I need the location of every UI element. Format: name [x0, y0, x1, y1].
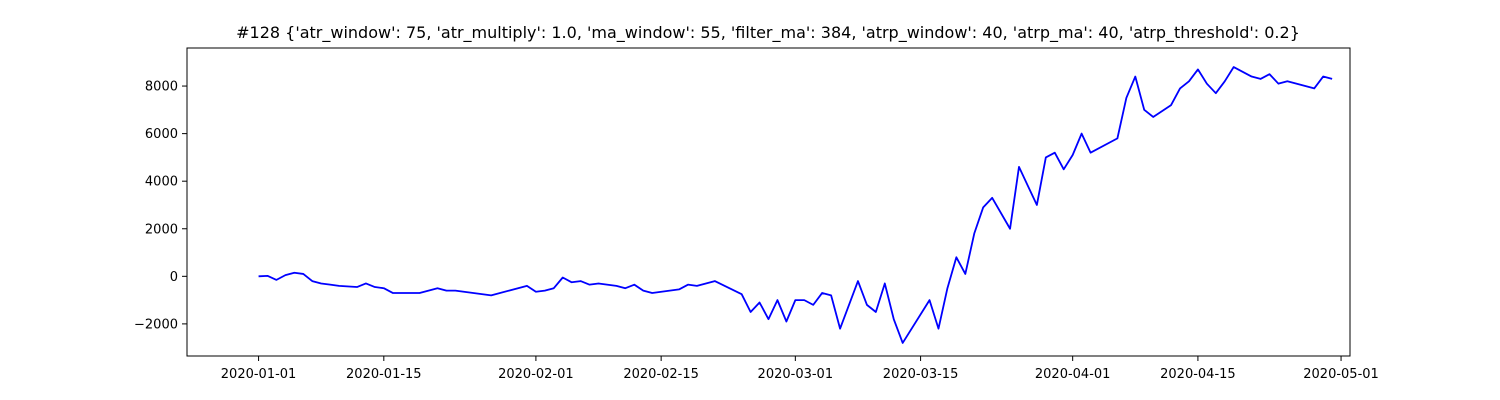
series-line-layer	[258, 66, 1333, 344]
x-tick-label: 2020-01-15	[346, 367, 422, 382]
x-tick-label: 2020-03-01	[758, 367, 834, 382]
chart-title: #128 {'atr_window': 75, 'atr_multiply': …	[236, 23, 1300, 43]
plot-frame	[186, 47, 1351, 357]
x-tick-label: 2020-02-15	[623, 367, 699, 382]
x-axis: 2020-01-01 2020-01-15 2020-02-01 2020-02-15…	[221, 356, 1379, 382]
y-axis: −2000 0 2000 4000 6000 8000	[134, 80, 187, 332]
y-tick-label: 0	[170, 270, 178, 285]
y-tick-label: 6000	[145, 127, 178, 142]
plot-area	[187, 48, 1350, 356]
y-tick-label: 8000	[145, 80, 178, 95]
x-tick-label: 2020-04-15	[1160, 367, 1236, 382]
y-tick-label: 2000	[145, 222, 178, 237]
y-tick-label: −2000	[134, 317, 178, 332]
x-tick-label: 2020-03-15	[883, 367, 959, 382]
series-line	[258, 66, 1333, 344]
x-tick-label: 2020-02-01	[498, 367, 574, 382]
y-tick-label: 4000	[145, 175, 178, 190]
x-tick-label: 2020-05-01	[1303, 367, 1379, 382]
x-tick-label: 2020-04-01	[1035, 367, 1111, 382]
x-tick-label: 2020-01-01	[221, 367, 297, 382]
